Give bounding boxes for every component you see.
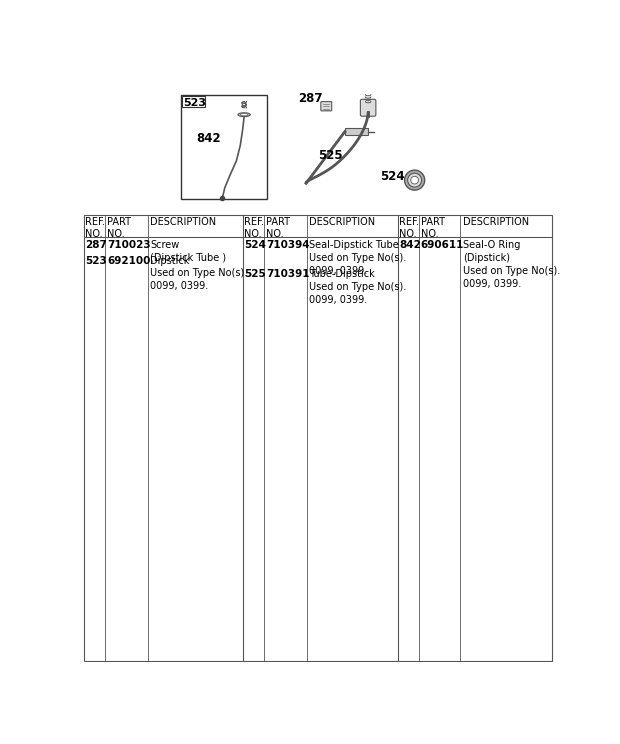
Text: 842: 842 xyxy=(196,132,221,144)
Ellipse shape xyxy=(241,114,248,116)
Text: REF.
NO.: REF. NO. xyxy=(86,217,105,239)
FancyBboxPatch shape xyxy=(360,99,376,116)
Bar xyxy=(345,128,368,135)
Bar xyxy=(84,215,552,661)
Text: Screw
(Dipstick Tube ): Screw (Dipstick Tube ) xyxy=(151,240,226,263)
Text: Seal-O Ring
(Dipstick)
Used on Type No(s).
0099, 0399.: Seal-O Ring (Dipstick) Used on Type No(s… xyxy=(463,240,560,289)
Ellipse shape xyxy=(238,113,250,117)
Circle shape xyxy=(410,176,418,184)
Text: 523: 523 xyxy=(184,97,206,108)
Circle shape xyxy=(404,170,425,190)
Text: 287: 287 xyxy=(298,92,323,106)
Bar xyxy=(180,94,267,199)
Circle shape xyxy=(408,173,422,187)
Text: 525: 525 xyxy=(244,269,266,280)
Text: 524: 524 xyxy=(244,240,266,250)
Text: DESCRIPTION: DESCRIPTION xyxy=(151,217,216,227)
Text: 842: 842 xyxy=(399,240,421,250)
Text: DESCRIPTION: DESCRIPTION xyxy=(309,217,375,227)
Text: Tube-Dipstick
Used on Type No(s).
0099, 0399.: Tube-Dipstick Used on Type No(s). 0099, … xyxy=(309,269,407,305)
Text: 710023: 710023 xyxy=(107,240,151,250)
Text: REF.
NO.: REF. NO. xyxy=(244,217,264,239)
Text: Dipstick
Used on Type No(s).
0099, 0399.: Dipstick Used on Type No(s). 0099, 0399. xyxy=(151,256,247,291)
Text: PART
NO.: PART NO. xyxy=(107,217,131,239)
Text: 710394: 710394 xyxy=(266,240,309,250)
Text: REF.
NO.: REF. NO. xyxy=(399,217,419,239)
Text: 524: 524 xyxy=(379,170,404,183)
Text: 525: 525 xyxy=(317,149,342,161)
FancyBboxPatch shape xyxy=(321,102,332,111)
Text: 710391: 710391 xyxy=(266,269,309,280)
Text: 690611: 690611 xyxy=(421,240,464,250)
Text: PART
NO.: PART NO. xyxy=(266,217,290,239)
Text: PART
NO.: PART NO. xyxy=(421,217,445,239)
Text: DESCRIPTION: DESCRIPTION xyxy=(463,217,529,227)
Text: 692100: 692100 xyxy=(107,256,150,266)
Text: Seal-Dipstick Tube
Used on Type No(s).
0099, 0399.: Seal-Dipstick Tube Used on Type No(s). 0… xyxy=(309,240,407,276)
Text: 523: 523 xyxy=(86,256,107,266)
Bar xyxy=(182,96,205,107)
Text: 287: 287 xyxy=(86,240,107,250)
Text: eReplacementParts.com: eReplacementParts.com xyxy=(216,458,419,475)
